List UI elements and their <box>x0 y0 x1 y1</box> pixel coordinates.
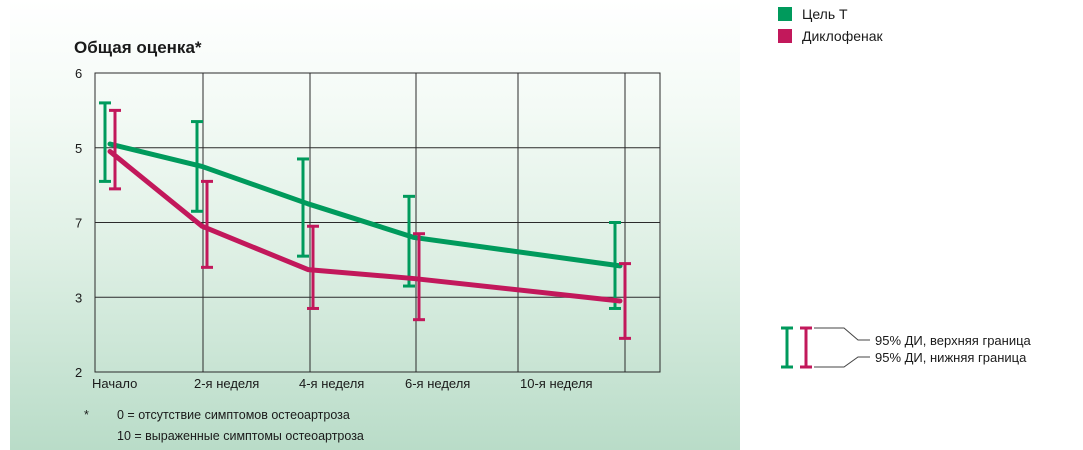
x-tick-label: 10-я неделя <box>520 376 593 391</box>
legend-label-cel-t: Цель T <box>802 6 848 22</box>
x-tick-label: 2-я неделя <box>194 376 259 391</box>
x-tick-label: 4-я неделя <box>299 376 364 391</box>
footnote-line-2: 10 = выраженные симптомы остеоартроза <box>117 429 364 443</box>
y-tick-label: 3 <box>75 290 82 305</box>
legend-label-diclofenac: Диклофенак <box>802 28 884 44</box>
y-tick-label: 5 <box>75 141 82 156</box>
y-tick-label: 6 <box>75 66 82 81</box>
x-tick-label: 6-я неделя <box>405 376 470 391</box>
y-tick-label: 2 <box>75 365 82 380</box>
legend-swatch-cel-t <box>778 7 792 21</box>
chart-title: Общая оценка* <box>74 38 202 57</box>
ci-leader-upper <box>814 327 870 341</box>
series-layer <box>99 101 631 340</box>
legend-swatch-diclofenac <box>778 29 792 43</box>
ci-legend <box>781 326 870 369</box>
y-axis-ticks: 2 3 7 5 6 <box>75 66 82 380</box>
footnote-line-1: 0 = отсутствие симптомов остеоартроза <box>117 408 350 422</box>
series-line-1 <box>107 148 623 304</box>
ci-upper-label: 95% ДИ, верхняя граница <box>875 333 1032 348</box>
x-tick-label: Начало <box>92 376 137 391</box>
series-line-0 <box>107 141 623 269</box>
ci-lower-label: 95% ДИ, нижняя граница <box>875 350 1027 365</box>
ci-leader-lower <box>814 356 870 368</box>
y-tick-label: 7 <box>75 216 82 231</box>
x-axis-ticks: Начало 2-я неделя 4-я неделя 6-я неделя 10-я… <box>92 376 593 391</box>
plot-grid <box>94 72 661 373</box>
footnote-marker: * <box>84 408 89 422</box>
